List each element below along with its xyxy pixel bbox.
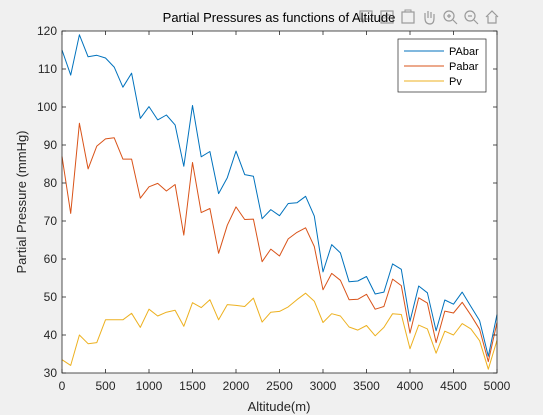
x-tick-label: 5000: [484, 379, 511, 393]
y-tick-label: 80: [44, 176, 58, 190]
chart-title: Partial Pressures as functions of Altitu…: [163, 10, 396, 25]
y-tick-label: 100: [37, 100, 57, 114]
axes-toolbar: [357, 7, 501, 27]
y-tick-label: 50: [44, 290, 58, 304]
x-tick-label: 3000: [310, 379, 337, 393]
x-axis-label: Altitude(m): [248, 399, 311, 414]
series-line-pabar[interactable]: [61, 122, 498, 363]
legend[interactable]: PAbar Pabar Pv: [397, 38, 487, 93]
home-icon[interactable]: [483, 8, 501, 26]
y-tick-label: 120: [37, 24, 57, 38]
export-icon[interactable]: [399, 8, 417, 26]
series-line-pv[interactable]: [61, 292, 498, 370]
series-line-pabar[interactable]: [61, 34, 498, 357]
y-tick-label: 110: [38, 62, 57, 76]
legend-label-pv: Pv: [449, 76, 462, 88]
legend-label-pabar: PAbar: [449, 46, 479, 58]
y-tick-label: 90: [44, 138, 58, 152]
x-tick-label: 2000: [223, 379, 250, 393]
zoom-in-icon[interactable]: [441, 8, 459, 26]
y-axis-label: Partial Pressure (mmHg): [14, 130, 29, 273]
x-tick-label: 1500: [179, 379, 206, 393]
data-tips-icon[interactable]: [357, 8, 375, 26]
x-tick-label: 1000: [136, 379, 163, 393]
x-tick-label: 3500: [353, 379, 380, 393]
x-tick-label: 0: [59, 379, 66, 393]
ticks-layer: 0 500 1000 1500 2000 2500 3000 3500 4000 4500 5000…: [37, 24, 511, 393]
y-tick-label: 60: [44, 252, 58, 266]
brush-icon[interactable]: [378, 8, 396, 26]
y-tick-label: 70: [44, 214, 58, 228]
x-tick-label: 2500: [266, 379, 293, 393]
legend-label-pabar: Pabar: [449, 61, 479, 73]
x-tick-label: 4500: [440, 379, 467, 393]
pan-icon[interactable]: [420, 8, 438, 26]
zoom-out-icon[interactable]: [462, 8, 480, 26]
x-tick-label: 500: [95, 379, 115, 393]
x-tick-label: 4000: [397, 379, 424, 393]
legend-entries: PAbar Pabar Pv: [404, 46, 479, 88]
series-layer: [61, 34, 498, 370]
y-tick-label: 30: [44, 366, 58, 380]
y-tick-label: 40: [44, 328, 58, 342]
